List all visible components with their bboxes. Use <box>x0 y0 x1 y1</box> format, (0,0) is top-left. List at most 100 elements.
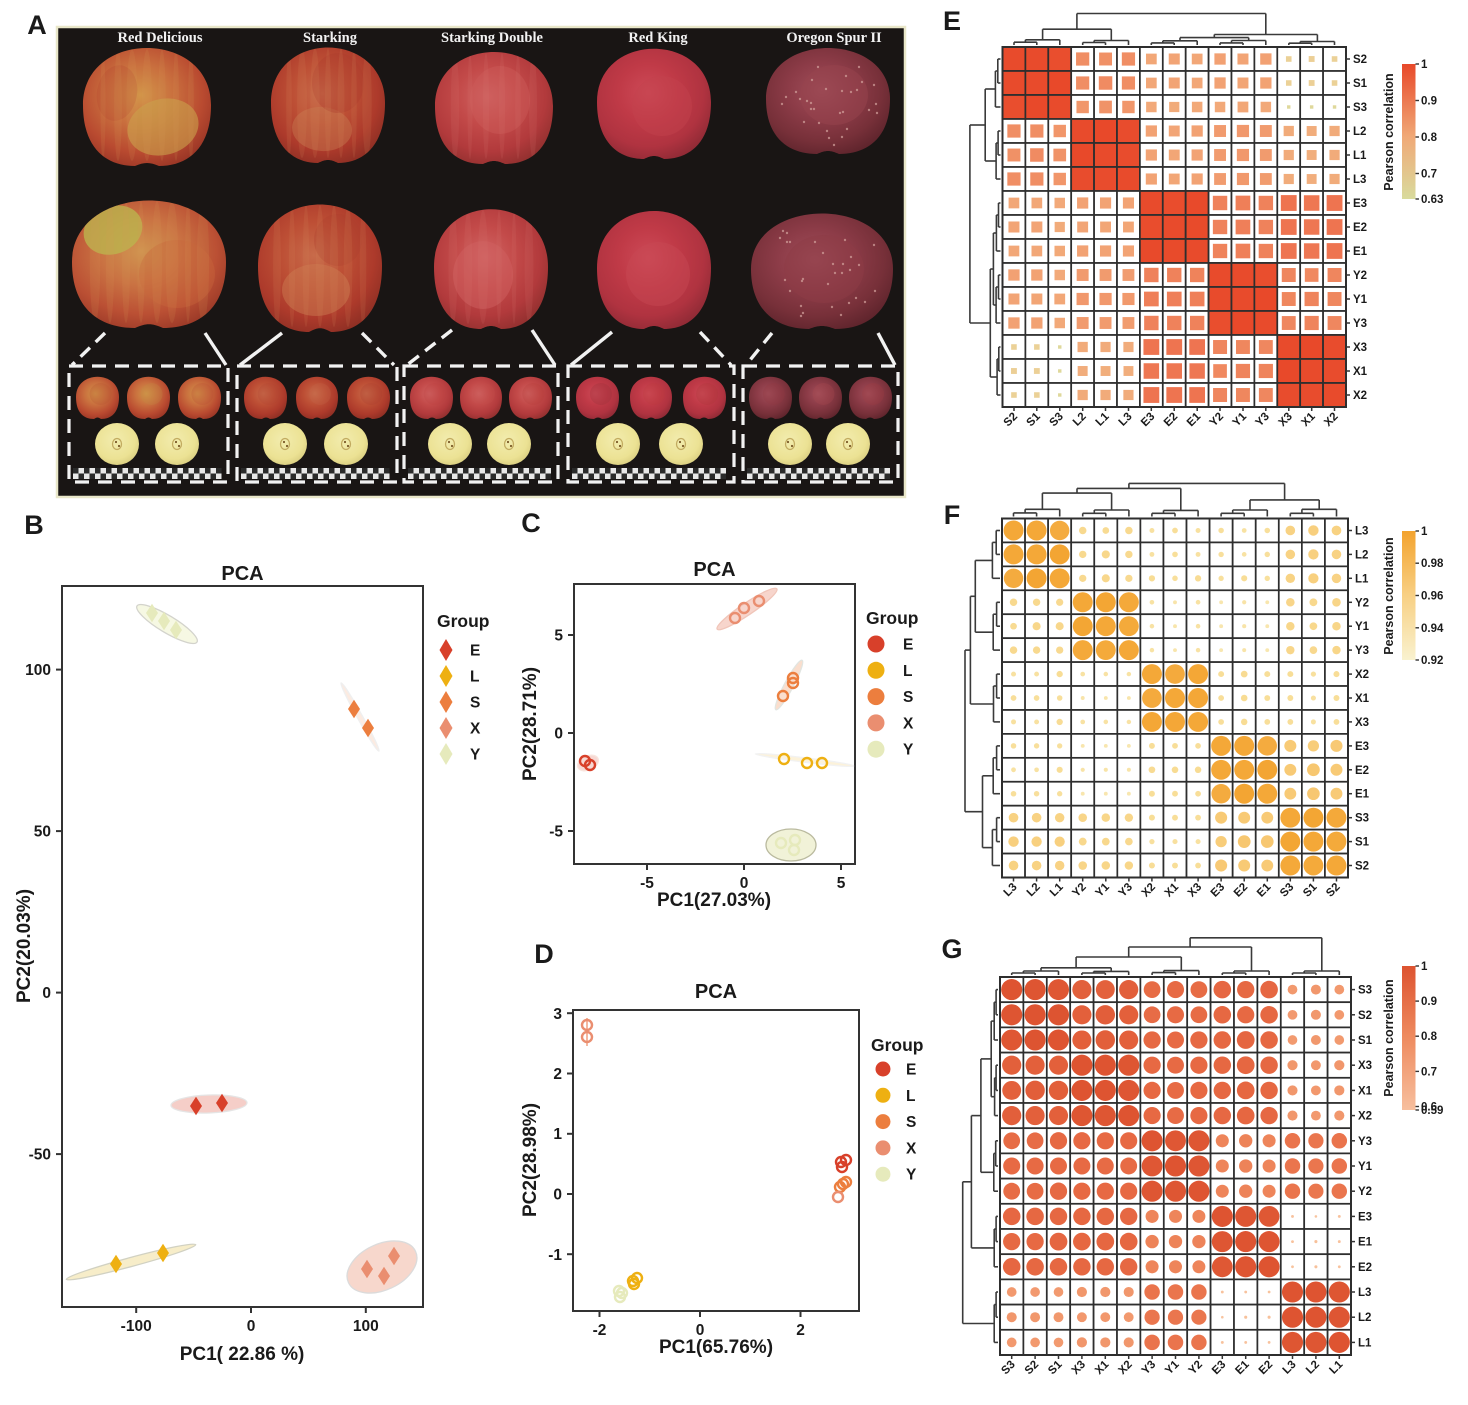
svg-text:0.98: 0.98 <box>1421 558 1444 570</box>
svg-text:X3: X3 <box>1358 1060 1372 1072</box>
svg-text:L1: L1 <box>1358 1337 1372 1349</box>
svg-text:0.59: 0.59 <box>1421 1105 1443 1117</box>
svg-text:0.94: 0.94 <box>1421 623 1444 635</box>
svg-text:S3: S3 <box>1353 102 1367 114</box>
svg-text:0.6: 0.6 <box>1421 1102 1437 1114</box>
svg-text:L2: L2 <box>1355 549 1368 561</box>
svg-text:Y: Y <box>903 742 914 759</box>
svg-text:-5: -5 <box>640 875 654 892</box>
svg-text:0.7: 0.7 <box>1421 1066 1437 1078</box>
svg-text:L2: L2 <box>1358 1312 1371 1324</box>
svg-text:0.8: 0.8 <box>1421 132 1438 144</box>
svg-text:Group: Group <box>866 608 919 628</box>
svg-text:S3: S3 <box>1358 985 1372 997</box>
svg-text:50: 50 <box>34 824 51 841</box>
svg-text:S1: S1 <box>1358 1035 1373 1047</box>
svg-text:L3: L3 <box>1355 526 1368 538</box>
svg-text:S2: S2 <box>1355 861 1369 873</box>
svg-text:2: 2 <box>796 1322 805 1339</box>
svg-text:X1: X1 <box>1358 1085 1373 1097</box>
svg-text:L1: L1 <box>1353 150 1367 162</box>
svg-text:100: 100 <box>353 1318 379 1335</box>
svg-text:0.8: 0.8 <box>1421 1031 1438 1043</box>
svg-text:0: 0 <box>247 1318 256 1335</box>
svg-text:E: E <box>903 637 913 654</box>
svg-text:E3: E3 <box>1353 198 1367 210</box>
svg-text:D: D <box>534 939 554 969</box>
svg-text:Y3: Y3 <box>1353 318 1367 330</box>
svg-text:X: X <box>903 715 914 732</box>
svg-text:-50: -50 <box>29 1147 51 1164</box>
svg-text:Group: Group <box>871 1035 924 1055</box>
svg-text:X3: X3 <box>1353 342 1367 354</box>
svg-text:X2: X2 <box>1358 1111 1372 1123</box>
svg-text:0: 0 <box>42 985 51 1002</box>
svg-text:Red King: Red King <box>628 30 688 46</box>
svg-text:PC1( 22.86 %): PC1( 22.86 %) <box>180 1344 305 1365</box>
svg-text:E1: E1 <box>1355 789 1370 801</box>
svg-text:E2: E2 <box>1358 1262 1372 1274</box>
svg-text:Y3: Y3 <box>1355 645 1369 657</box>
svg-text:L2: L2 <box>1353 126 1366 138</box>
svg-text:1: 1 <box>1421 526 1428 538</box>
svg-text:E3: E3 <box>1358 1211 1372 1223</box>
svg-text:PC1(65.76%): PC1(65.76%) <box>659 1337 773 1358</box>
svg-text:Starking: Starking <box>303 30 358 46</box>
svg-text:Pearson correlation: Pearson correlation <box>1382 537 1396 654</box>
svg-text:5: 5 <box>554 628 563 645</box>
svg-text:S1: S1 <box>1355 837 1370 849</box>
svg-text:Group: Group <box>437 611 490 631</box>
svg-text:Pearson correlation: Pearson correlation <box>1382 979 1396 1096</box>
svg-text:0: 0 <box>740 875 749 892</box>
svg-text:Y2: Y2 <box>1358 1186 1372 1198</box>
svg-text:X1: X1 <box>1353 366 1368 378</box>
svg-text:B: B <box>24 510 44 540</box>
svg-text:Y3: Y3 <box>1358 1136 1372 1148</box>
svg-text:C: C <box>521 508 541 538</box>
svg-text:L1: L1 <box>1355 573 1369 585</box>
svg-text:S1: S1 <box>1353 78 1368 90</box>
svg-text:100: 100 <box>25 662 51 679</box>
svg-text:X2: X2 <box>1353 390 1367 402</box>
svg-text:3: 3 <box>553 1006 562 1023</box>
svg-text:L3: L3 <box>1358 1287 1371 1299</box>
svg-text:E2: E2 <box>1353 222 1367 234</box>
svg-text:1: 1 <box>1421 59 1428 71</box>
svg-text:L: L <box>906 1088 915 1105</box>
svg-text:Pearson correlation: Pearson correlation <box>1382 73 1396 190</box>
svg-text:0.96: 0.96 <box>1421 591 1443 603</box>
svg-text:0.7: 0.7 <box>1421 169 1437 181</box>
svg-text:2: 2 <box>553 1066 562 1083</box>
svg-text:PC2(28.71%): PC2(28.71%) <box>520 667 541 781</box>
svg-text:0.9: 0.9 <box>1421 96 1437 108</box>
svg-text:PCA: PCA <box>693 559 735 581</box>
svg-text:X2: X2 <box>1355 669 1369 681</box>
svg-text:S2: S2 <box>1358 1010 1372 1022</box>
svg-text:E3: E3 <box>1355 741 1369 753</box>
svg-text:E: E <box>470 643 480 660</box>
svg-text:X: X <box>906 1140 917 1157</box>
svg-text:Starking Double: Starking Double <box>441 30 543 46</box>
svg-text:X3: X3 <box>1355 717 1369 729</box>
svg-text:1: 1 <box>1421 961 1428 973</box>
svg-text:5: 5 <box>837 875 846 892</box>
svg-text:PCA: PCA <box>221 563 263 585</box>
svg-text:0: 0 <box>696 1322 705 1339</box>
svg-text:PCA: PCA <box>695 981 737 1003</box>
svg-text:L: L <box>470 669 479 686</box>
svg-text:F: F <box>944 500 961 530</box>
svg-text:PC1(27.03%): PC1(27.03%) <box>657 890 771 911</box>
svg-text:L3: L3 <box>1353 174 1366 186</box>
svg-text:E: E <box>906 1062 916 1079</box>
svg-text:Y: Y <box>906 1167 917 1184</box>
svg-text:-100: -100 <box>121 1318 152 1335</box>
svg-text:S: S <box>903 689 913 706</box>
svg-text:0.92: 0.92 <box>1421 655 1443 667</box>
svg-text:E1: E1 <box>1353 246 1368 258</box>
svg-text:0.63: 0.63 <box>1421 194 1443 206</box>
svg-text:Y1: Y1 <box>1358 1161 1373 1173</box>
svg-text:Y: Y <box>470 747 481 764</box>
svg-text:Y1: Y1 <box>1355 621 1370 633</box>
svg-text:S: S <box>906 1114 916 1131</box>
svg-text:-2: -2 <box>593 1322 607 1339</box>
